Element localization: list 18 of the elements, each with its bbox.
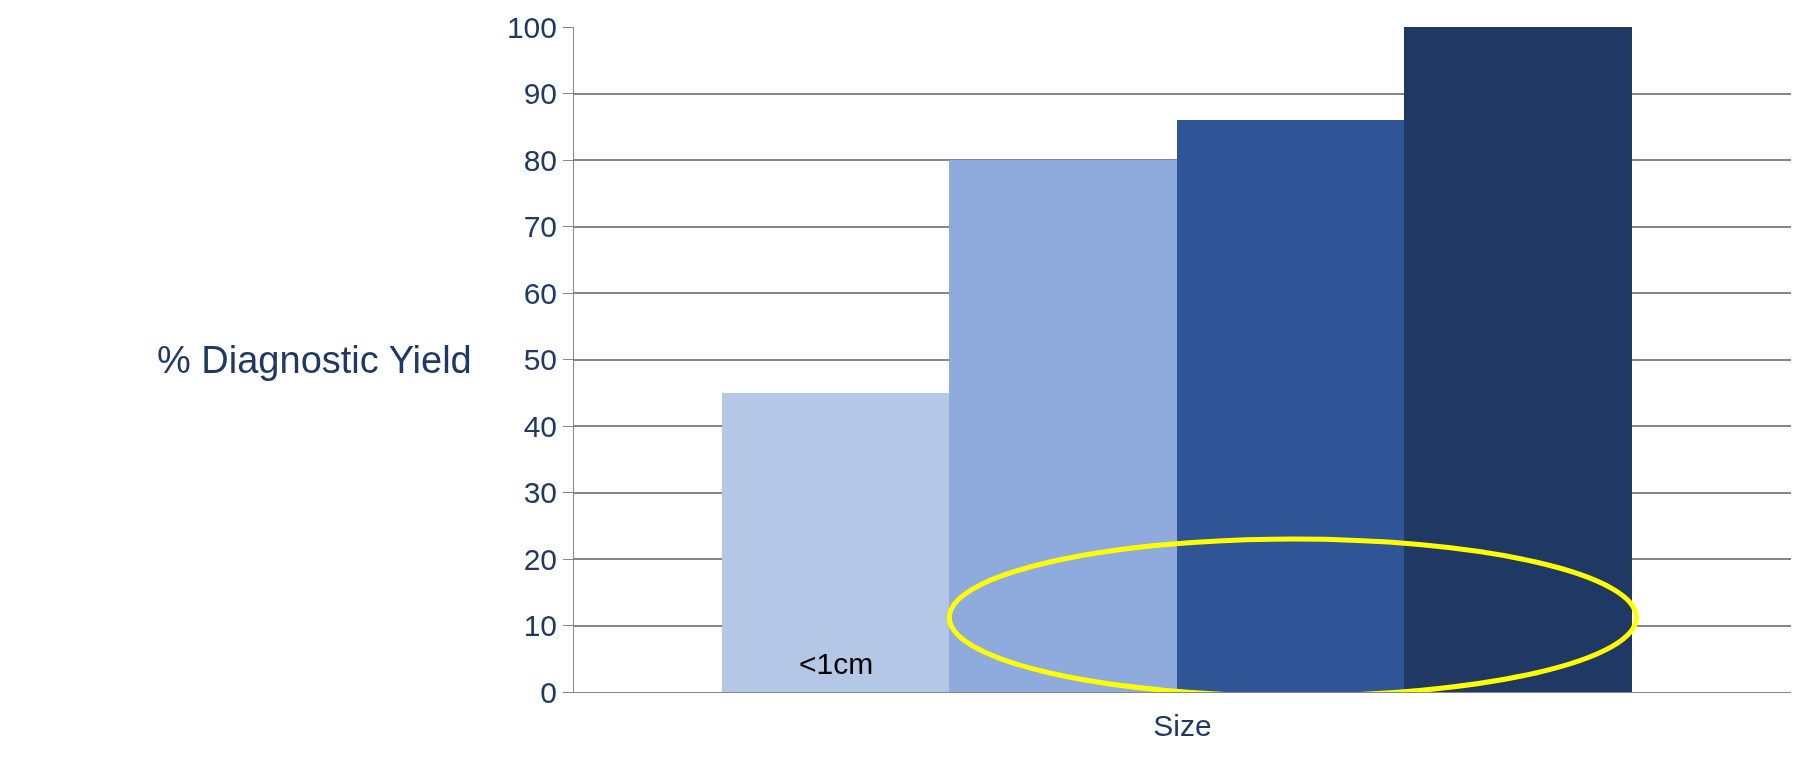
y-tick-label: 40 [523, 409, 557, 443]
bar [1177, 120, 1404, 692]
y-tick-label: 20 [523, 542, 557, 576]
bar [1404, 27, 1632, 692]
y-axis-title: % Diagnostic Yield [157, 339, 472, 381]
x-axis-title: Size [1153, 708, 1212, 742]
y-tick-label: 80 [523, 143, 557, 177]
annotation: <1cm [799, 647, 874, 680]
y-tick-label: 10 [523, 609, 557, 642]
y-tick-label: 30 [523, 476, 557, 509]
y-tick-label: 60 [523, 276, 557, 310]
y-tick-label: 0 [540, 675, 557, 709]
y-tick-label: 70 [523, 210, 557, 243]
y-tick-label: 90 [523, 77, 557, 110]
y-tick-label: 100 [506, 10, 557, 44]
y-tick-label: 50 [523, 343, 557, 376]
bar [949, 160, 1177, 692]
bar [722, 393, 949, 692]
